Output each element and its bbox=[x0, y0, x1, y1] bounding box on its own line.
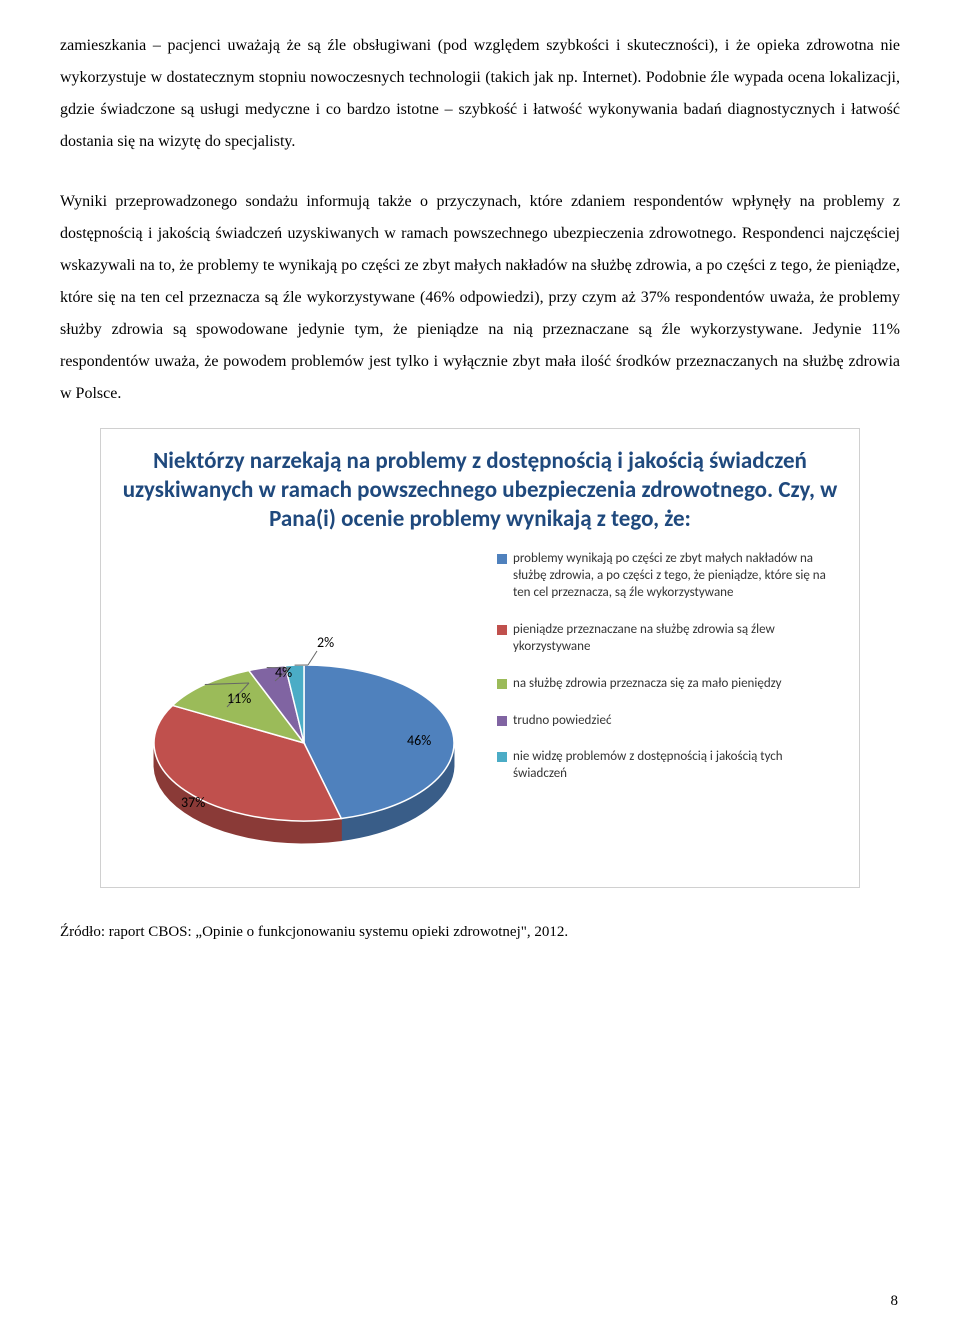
chart-body: 46% 37% 11% 4% 2% problemy wynikają po częśc… bbox=[119, 547, 841, 865]
svg-text:46%: 46% bbox=[407, 732, 431, 749]
paragraph-2: Wyniki przeprowadzonego sondażu informuj… bbox=[60, 186, 900, 410]
page-number: 8 bbox=[891, 1293, 899, 1310]
legend-label: na służbę zdrowia przeznacza się za mało… bbox=[513, 676, 782, 693]
legend-swatch bbox=[497, 625, 507, 635]
pie-chart-container: Niektórzy narzekają na problemy z dostęp… bbox=[100, 428, 860, 888]
paragraph-1: zamieszkania – pacjenci uważają że są źl… bbox=[60, 30, 900, 158]
pie-chart: 46% 37% 11% 4% 2% bbox=[119, 547, 489, 865]
svg-text:37%: 37% bbox=[181, 794, 205, 811]
chart-source-footnote: Źródło: raport CBOS: „Opinie o funkcjono… bbox=[60, 924, 900, 941]
legend-swatch bbox=[497, 752, 507, 762]
legend-label: trudno powiedzieć bbox=[513, 713, 611, 730]
legend-label: nie widzę problemów z dostępnością i jak… bbox=[513, 749, 829, 783]
chart-legend: problemy wynikają po części ze zbyt mały… bbox=[489, 547, 829, 803]
legend-item: nie widzę problemów z dostępnością i jak… bbox=[497, 749, 829, 783]
svg-text:11%: 11% bbox=[227, 690, 251, 707]
chart-title: Niektórzy narzekają na problemy z dostęp… bbox=[119, 447, 841, 533]
legend-label: pieniądze przeznaczane na służbę zdrowia… bbox=[513, 622, 829, 656]
legend-swatch bbox=[497, 716, 507, 726]
legend-item: pieniądze przeznaczane na służbę zdrowia… bbox=[497, 622, 829, 656]
legend-swatch bbox=[497, 679, 507, 689]
legend-label: problemy wynikają po części ze zbyt mały… bbox=[513, 551, 829, 602]
legend-swatch bbox=[497, 554, 507, 564]
svg-text:4%: 4% bbox=[275, 664, 292, 681]
svg-text:2%: 2% bbox=[317, 634, 334, 651]
legend-item: problemy wynikają po części ze zbyt mały… bbox=[497, 551, 829, 602]
legend-item: na służbę zdrowia przeznacza się za mało… bbox=[497, 676, 829, 693]
legend-item: trudno powiedzieć bbox=[497, 713, 829, 730]
